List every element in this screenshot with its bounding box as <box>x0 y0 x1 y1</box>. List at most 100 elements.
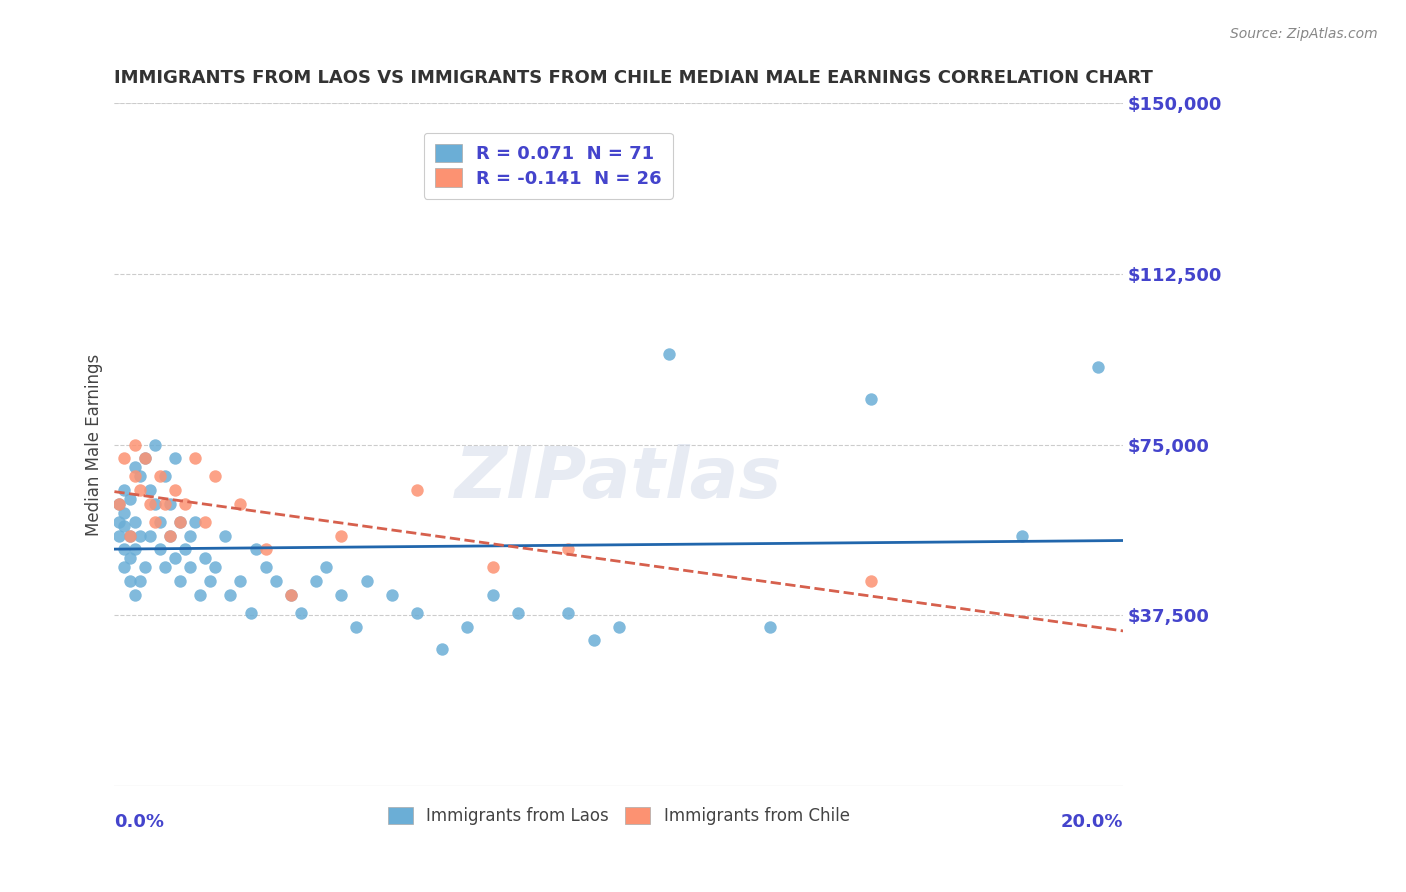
Point <box>153 560 176 574</box>
Point <box>174 497 197 511</box>
Point <box>381 588 404 602</box>
Point <box>188 588 211 602</box>
Point <box>108 528 131 542</box>
Point <box>229 497 252 511</box>
Point <box>506 606 529 620</box>
Text: 20.0%: 20.0% <box>1060 813 1123 830</box>
Point <box>174 542 197 557</box>
Point <box>557 606 579 620</box>
Point <box>108 497 131 511</box>
Point <box>254 542 277 557</box>
Text: Source: ZipAtlas.com: Source: ZipAtlas.com <box>1230 27 1378 41</box>
Point <box>114 506 136 520</box>
Point <box>214 528 236 542</box>
Point <box>143 515 166 529</box>
Point <box>200 574 222 588</box>
Point <box>128 574 150 588</box>
Point <box>114 451 136 466</box>
Point <box>128 469 150 483</box>
Point <box>456 619 478 633</box>
Legend: Immigrants from Laos, Immigrants from Chile: Immigrants from Laos, Immigrants from Ch… <box>381 800 856 832</box>
Point <box>124 515 146 529</box>
Point <box>179 560 201 574</box>
Point <box>118 492 141 507</box>
Point <box>305 574 328 588</box>
Point <box>124 588 146 602</box>
Point <box>118 528 141 542</box>
Point <box>153 469 176 483</box>
Point <box>138 528 160 542</box>
Point <box>159 528 181 542</box>
Point <box>149 515 172 529</box>
Point <box>184 515 207 529</box>
Point <box>330 528 353 542</box>
Point <box>406 483 429 497</box>
Point <box>169 515 191 529</box>
Point <box>859 574 882 588</box>
Point <box>1011 528 1033 542</box>
Point <box>118 574 141 588</box>
Text: IMMIGRANTS FROM LAOS VS IMMIGRANTS FROM CHILE MEDIAN MALE EARNINGS CORRELATION C: IMMIGRANTS FROM LAOS VS IMMIGRANTS FROM … <box>114 69 1153 87</box>
Point <box>859 392 882 406</box>
Point <box>163 551 186 566</box>
Point <box>143 437 166 451</box>
Point <box>118 528 141 542</box>
Point <box>118 551 141 566</box>
Point <box>153 497 176 511</box>
Point <box>179 528 201 542</box>
Point <box>356 574 378 588</box>
Point <box>114 542 136 557</box>
Point <box>163 483 186 497</box>
Point <box>124 460 146 475</box>
Point <box>159 497 181 511</box>
Point <box>138 497 160 511</box>
Point <box>432 642 454 657</box>
Point <box>184 451 207 466</box>
Point <box>134 560 156 574</box>
Point <box>245 542 267 557</box>
Point <box>169 574 191 588</box>
Point <box>481 560 503 574</box>
Point <box>759 619 782 633</box>
Point <box>280 588 302 602</box>
Point <box>114 483 136 497</box>
Point <box>128 528 150 542</box>
Point <box>108 497 131 511</box>
Point <box>149 469 172 483</box>
Point <box>204 560 226 574</box>
Point <box>1087 360 1109 375</box>
Point <box>481 588 503 602</box>
Point <box>138 483 160 497</box>
Point <box>229 574 252 588</box>
Point <box>134 451 156 466</box>
Point <box>264 574 287 588</box>
Point <box>143 497 166 511</box>
Point <box>169 515 191 529</box>
Y-axis label: Median Male Earnings: Median Male Earnings <box>86 353 103 536</box>
Point <box>149 542 172 557</box>
Point <box>124 469 146 483</box>
Point <box>124 437 146 451</box>
Point <box>280 588 302 602</box>
Point <box>557 542 579 557</box>
Point <box>239 606 262 620</box>
Point <box>108 515 131 529</box>
Point <box>204 469 226 483</box>
Point <box>290 606 312 620</box>
Point <box>658 346 681 360</box>
Point <box>582 633 605 648</box>
Point <box>315 560 337 574</box>
Point <box>346 619 368 633</box>
Point <box>406 606 429 620</box>
Point <box>254 560 277 574</box>
Point <box>128 483 150 497</box>
Point <box>330 588 353 602</box>
Point <box>219 588 242 602</box>
Point <box>194 515 217 529</box>
Point <box>194 551 217 566</box>
Point <box>114 560 136 574</box>
Point <box>607 619 630 633</box>
Point <box>134 451 156 466</box>
Point <box>114 519 136 533</box>
Point <box>159 528 181 542</box>
